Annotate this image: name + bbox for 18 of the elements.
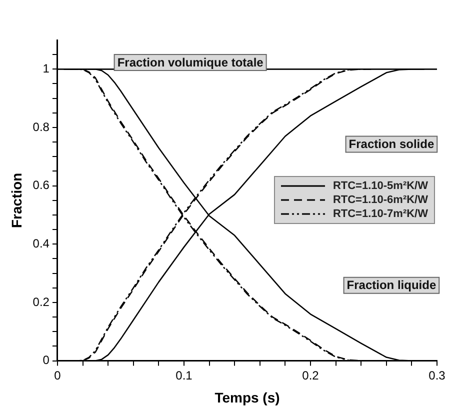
legend-label: RTC=1.10-6m²K/W <box>332 193 428 208</box>
y-tick-label: 1 <box>42 61 50 76</box>
legend-label: RTC=1.10-5m²K/W <box>332 179 428 194</box>
annotation: Fraction liquide <box>346 278 436 292</box>
x-axis-title: Temps (s) <box>214 389 280 406</box>
annotation: Fraction volumique totale <box>117 55 264 70</box>
y-tick-label: 0.4 <box>32 236 50 250</box>
x-tick-label: 0.1 <box>176 368 193 382</box>
legend-label: RTC=1.10-7m²K/W <box>332 207 428 222</box>
y-tick-label: 0.2 <box>32 294 50 309</box>
annotation: Fraction solide <box>348 137 434 152</box>
y-tick-label: 0.8 <box>32 120 50 134</box>
y-axis-title: Fraction <box>8 172 24 228</box>
x-tick-label: 0 <box>54 368 62 382</box>
x-tick-label: 0.2 <box>302 368 320 382</box>
x-tick-label: 0.3 <box>428 368 446 382</box>
y-tick-label: 0.6 <box>32 178 50 192</box>
y-tick-label: 0 <box>42 353 50 368</box>
